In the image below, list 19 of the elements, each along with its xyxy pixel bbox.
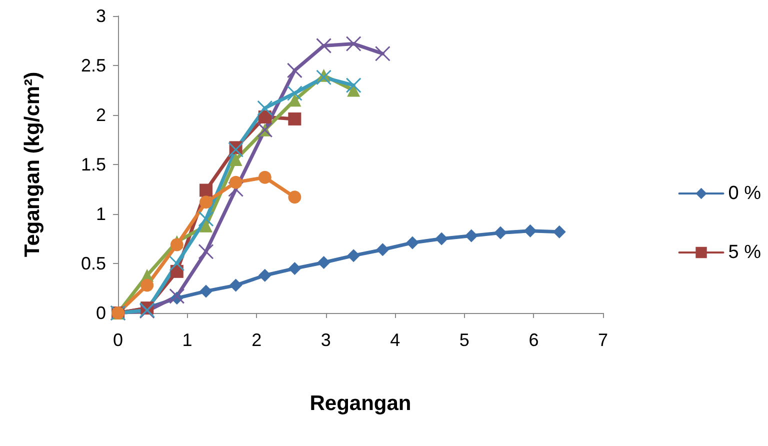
x-tick-label: 5 <box>459 330 470 350</box>
x-tick-label: 0 <box>112 330 124 350</box>
y-tick-label: 1.5 <box>80 154 106 174</box>
x-tick-label: 7 <box>598 330 608 350</box>
x-tick-label: 2 <box>252 330 262 350</box>
y-tick-label: 2.5 <box>80 56 106 76</box>
y-tick-label: 2 <box>96 105 106 125</box>
legend-label: 0 % <box>728 183 762 204</box>
y-tick-label: 0.5 <box>80 254 106 274</box>
y-tick-label: 1 <box>96 204 106 224</box>
y-axis-title: Tegangan (kg/cm²) <box>21 72 44 258</box>
x-tick-label: 4 <box>390 330 400 350</box>
x-tick-label: 3 <box>320 330 331 350</box>
x-axis-title: Regangan <box>310 392 412 415</box>
y-tick-label: 0 <box>96 303 106 323</box>
x-tick-label: 6 <box>528 330 539 350</box>
legend-label: 5 % <box>728 242 762 263</box>
x-tick-label: 1 <box>182 330 192 350</box>
y-tick-label: 3 <box>96 6 106 26</box>
